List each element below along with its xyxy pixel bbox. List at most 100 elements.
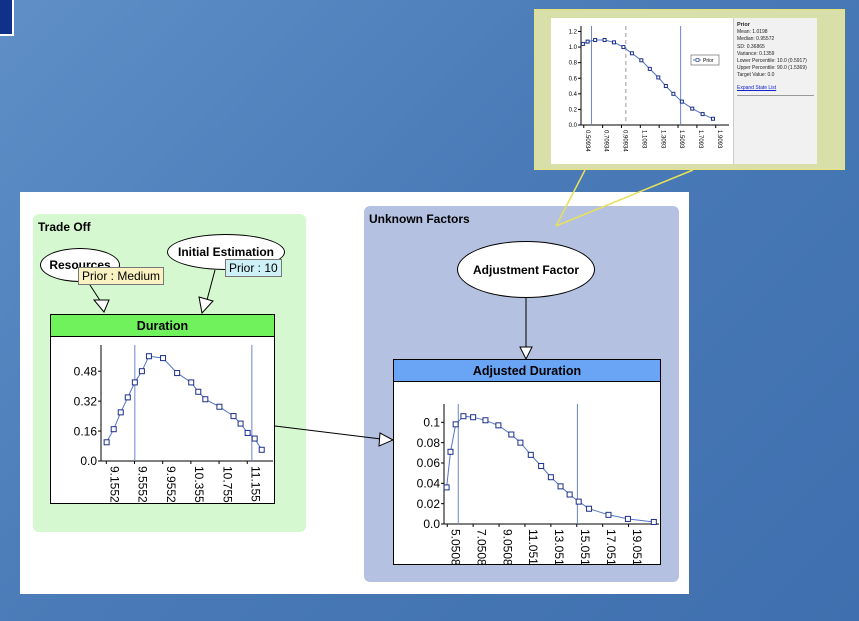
x-tick-label: 5.0508 [448,529,462,564]
x-tick-label: 9.1552 [108,466,122,503]
x-tick-label: 11.051 [526,529,540,564]
x-tick-label: 9.9552 [164,466,178,503]
y-tick-label: 0.0 [423,517,440,531]
data-point [547,474,554,481]
data-point [216,403,223,410]
group-title-trade-off: Trade Off [38,220,91,234]
x-tick-label: 19.051 [630,529,644,564]
data-point [145,353,152,360]
node-adjustment-factor-label: Adjustment Factor [472,262,579,277]
callout-line-right [555,169,694,227]
y-tick-label: 0.48 [74,364,98,378]
popup-prior-chart: 1.2 1.0 0.8 0.6 0.4 0.2 0.0 0.50934 0.70934 0.909… [569,26,729,152]
data-point [602,38,607,43]
data-point [131,379,138,386]
x-tick-label: 1.9093 [716,130,722,149]
popup-stat-sd: SD: 0.36865 [737,43,765,50]
popup-panel-divider [737,94,814,96]
x-tick-label: 10.755 [220,466,234,503]
x-tick-label: 0.50934 [584,130,590,152]
y-tick-label: 0.6 [569,76,578,82]
legend-marker [695,58,700,62]
node-adjusted-duration-title: Adjusted Duration [394,360,660,382]
app-logo [0,0,14,36]
popup-stat-median: Median: 0.95572 [737,36,775,43]
edge-resources-duration [87,281,102,303]
edge-duration-adjusted [274,425,382,440]
series-line [446,415,654,523]
data-point [710,116,715,121]
data-point [656,75,661,80]
prior-tag-initial-estimation: Prior : 10 [225,259,282,277]
data-point [138,368,145,375]
series-line [582,39,714,120]
popup-stat-lower-percentile: Lower Percentile: 10.0 (0.5917) [737,58,807,65]
node-adjustment-factor[interactable]: Adjustment Factor [457,241,595,298]
data-point [647,66,652,71]
x-tick-label: 9.0508 [500,529,514,564]
data-point [110,426,117,433]
data-point [639,58,644,63]
data-point [495,422,502,429]
arrowhead-adjustment-adjusted [519,346,533,361]
data-point [244,429,251,436]
data-point [508,431,515,438]
data-point [160,355,167,362]
y-tick-label: 0.4 [569,92,578,98]
node-duration[interactable]: Duration 0.48 0.32 0.16 0.0 9.1552 9.5552 9.95… [50,314,275,504]
popup-stat-target-value: Target Value: 0.0 [737,72,775,79]
data-point [566,491,573,498]
x-tick-label: 9.5552 [136,466,150,503]
x-tick-label: 11.155 [248,466,262,502]
y-tick-label: 1.0 [569,45,578,51]
data-point [580,41,585,46]
y-tick-label: 0.16 [74,424,98,438]
popup-stat-mean: Mean: 1.0198 [737,29,768,36]
data-point [174,370,181,377]
data-point [679,99,684,104]
data-point [188,379,195,386]
callout-line-left [555,169,586,227]
data-point [538,463,545,470]
y-tick-label: 0.06 [417,456,441,470]
arrowhead-initial-duration [198,296,214,315]
series-line [106,355,263,451]
data-point [700,112,705,117]
x-tick-label: 15.051 [578,529,592,564]
x-tick-label: 7.0508 [474,529,488,564]
x-tick-label: 1.5093 [678,130,684,149]
arrowhead-resources-duration [92,299,110,313]
data-point [605,511,612,518]
data-point [460,413,467,420]
data-point [443,484,450,491]
data-point [202,396,209,403]
x-tick-label: 13.051 [552,529,566,564]
popup-stats-panel: Prior Mean: 1.0198 Median: 0.95572 SD: 0… [733,18,817,164]
data-point [117,409,124,416]
group-title-unknown-factors: Unknown Factors [369,212,470,226]
y-tick-label: 0.0 [569,123,578,129]
y-tick-label: 0.2 [569,108,578,114]
x-tick-label: 1.3093 [659,130,665,149]
data-point [124,394,131,401]
node-duration-title: Duration [51,315,274,337]
x-tick-label: 10.355 [192,466,206,503]
data-point [585,39,590,44]
expand-state-list-link[interactable]: Expand State List [737,84,777,91]
x-tick-label: 0.90934 [622,130,628,152]
node-adjusted-duration[interactable]: Adjusted Duration 0.1 0.08 0.06 0.04 0.02 0.0… [393,359,661,566]
duration-chart: 0.48 0.32 0.16 0.0 9.1552 9.5552 9.9552 10.355 1… [74,345,273,503]
data-point [557,483,564,490]
data-point [593,38,598,43]
x-tick-label: 17.051 [604,529,618,564]
data-point [575,498,582,505]
data-point [230,413,237,420]
prior-tag-resources: Prior : Medium [78,267,165,285]
y-tick-label: 0.02 [417,497,441,511]
y-tick-label: 1.2 [569,30,578,36]
legend-label: Prior [703,58,714,64]
data-point [663,84,668,89]
data-point [452,421,459,428]
y-tick-label: 0.04 [417,477,441,491]
